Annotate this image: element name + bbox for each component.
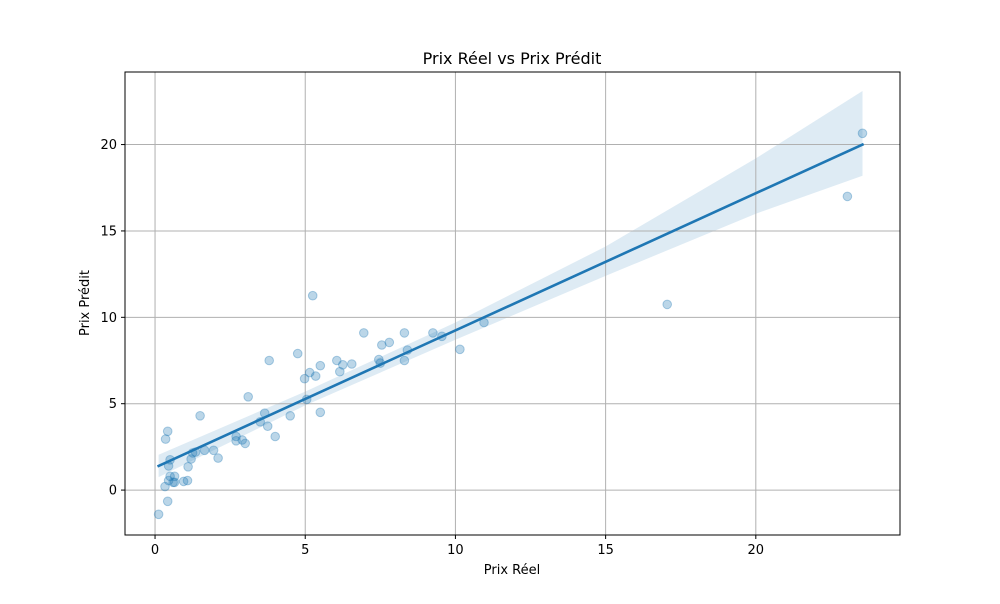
points-layer xyxy=(153,128,868,520)
data-point xyxy=(310,371,321,381)
data-point xyxy=(169,477,180,488)
data-point xyxy=(162,496,173,507)
data-point xyxy=(178,476,189,487)
x-tick-label: 5 xyxy=(301,543,309,558)
y-axis-label: Prix Prédit xyxy=(78,270,93,336)
x-tick-label: 15 xyxy=(597,543,614,558)
data-point xyxy=(285,411,296,421)
data-point xyxy=(270,431,281,442)
y-tick-label: 5 xyxy=(109,397,117,412)
regression-line-layer xyxy=(156,142,865,468)
data-point xyxy=(163,475,174,486)
x-tick-label: 20 xyxy=(748,543,765,558)
data-point xyxy=(262,421,273,432)
data-point xyxy=(359,328,369,338)
data-point xyxy=(231,431,241,442)
data-point xyxy=(399,328,410,338)
data-point xyxy=(237,435,247,445)
data-point xyxy=(315,360,326,371)
y-tick-label: 20 xyxy=(100,138,117,153)
data-point xyxy=(307,290,318,301)
data-point xyxy=(183,462,193,472)
data-point xyxy=(168,477,178,488)
data-point xyxy=(347,359,357,369)
data-point xyxy=(662,299,673,310)
regression-line xyxy=(156,142,865,468)
data-point xyxy=(335,366,345,377)
data-point xyxy=(842,191,853,202)
data-point xyxy=(338,360,348,370)
plot-frame xyxy=(124,71,901,536)
data-point xyxy=(428,328,438,338)
data-point xyxy=(231,436,241,446)
data-point xyxy=(243,392,253,402)
data-point xyxy=(169,471,180,482)
data-point xyxy=(332,355,342,366)
data-point xyxy=(384,337,395,348)
data-point xyxy=(213,453,223,463)
grid-layer xyxy=(125,72,900,535)
data-point xyxy=(377,340,387,350)
data-point xyxy=(160,481,170,492)
data-point xyxy=(857,128,868,139)
y-tick-label: 0 xyxy=(109,484,117,499)
data-point xyxy=(240,438,250,449)
data-point xyxy=(315,407,326,418)
data-point xyxy=(186,454,196,464)
data-point xyxy=(208,445,219,456)
data-point xyxy=(153,509,164,520)
data-point xyxy=(182,475,193,486)
data-point xyxy=(292,348,303,359)
data-point xyxy=(299,373,310,384)
data-point xyxy=(162,426,173,437)
x-tick-label: 0 xyxy=(151,543,159,558)
data-point xyxy=(374,354,384,365)
data-point xyxy=(264,355,275,366)
x-tick-label: 10 xyxy=(447,543,464,558)
chart-title: Prix Réel vs Prix Prédit xyxy=(423,49,602,68)
y-tick-label: 15 xyxy=(100,224,117,239)
confidence-band xyxy=(158,91,863,478)
data-point xyxy=(304,367,315,378)
x-axis-label: Prix Réel xyxy=(484,563,540,578)
data-point xyxy=(165,471,175,482)
data-point xyxy=(160,434,171,444)
data-point xyxy=(455,344,465,355)
y-tick-label: 10 xyxy=(100,311,117,326)
data-point xyxy=(399,355,410,366)
data-point xyxy=(195,411,205,421)
ticks-layer: 0 5 10 15 20 0 5 10 15 20 xyxy=(100,138,764,558)
confidence-band-layer xyxy=(158,91,863,478)
